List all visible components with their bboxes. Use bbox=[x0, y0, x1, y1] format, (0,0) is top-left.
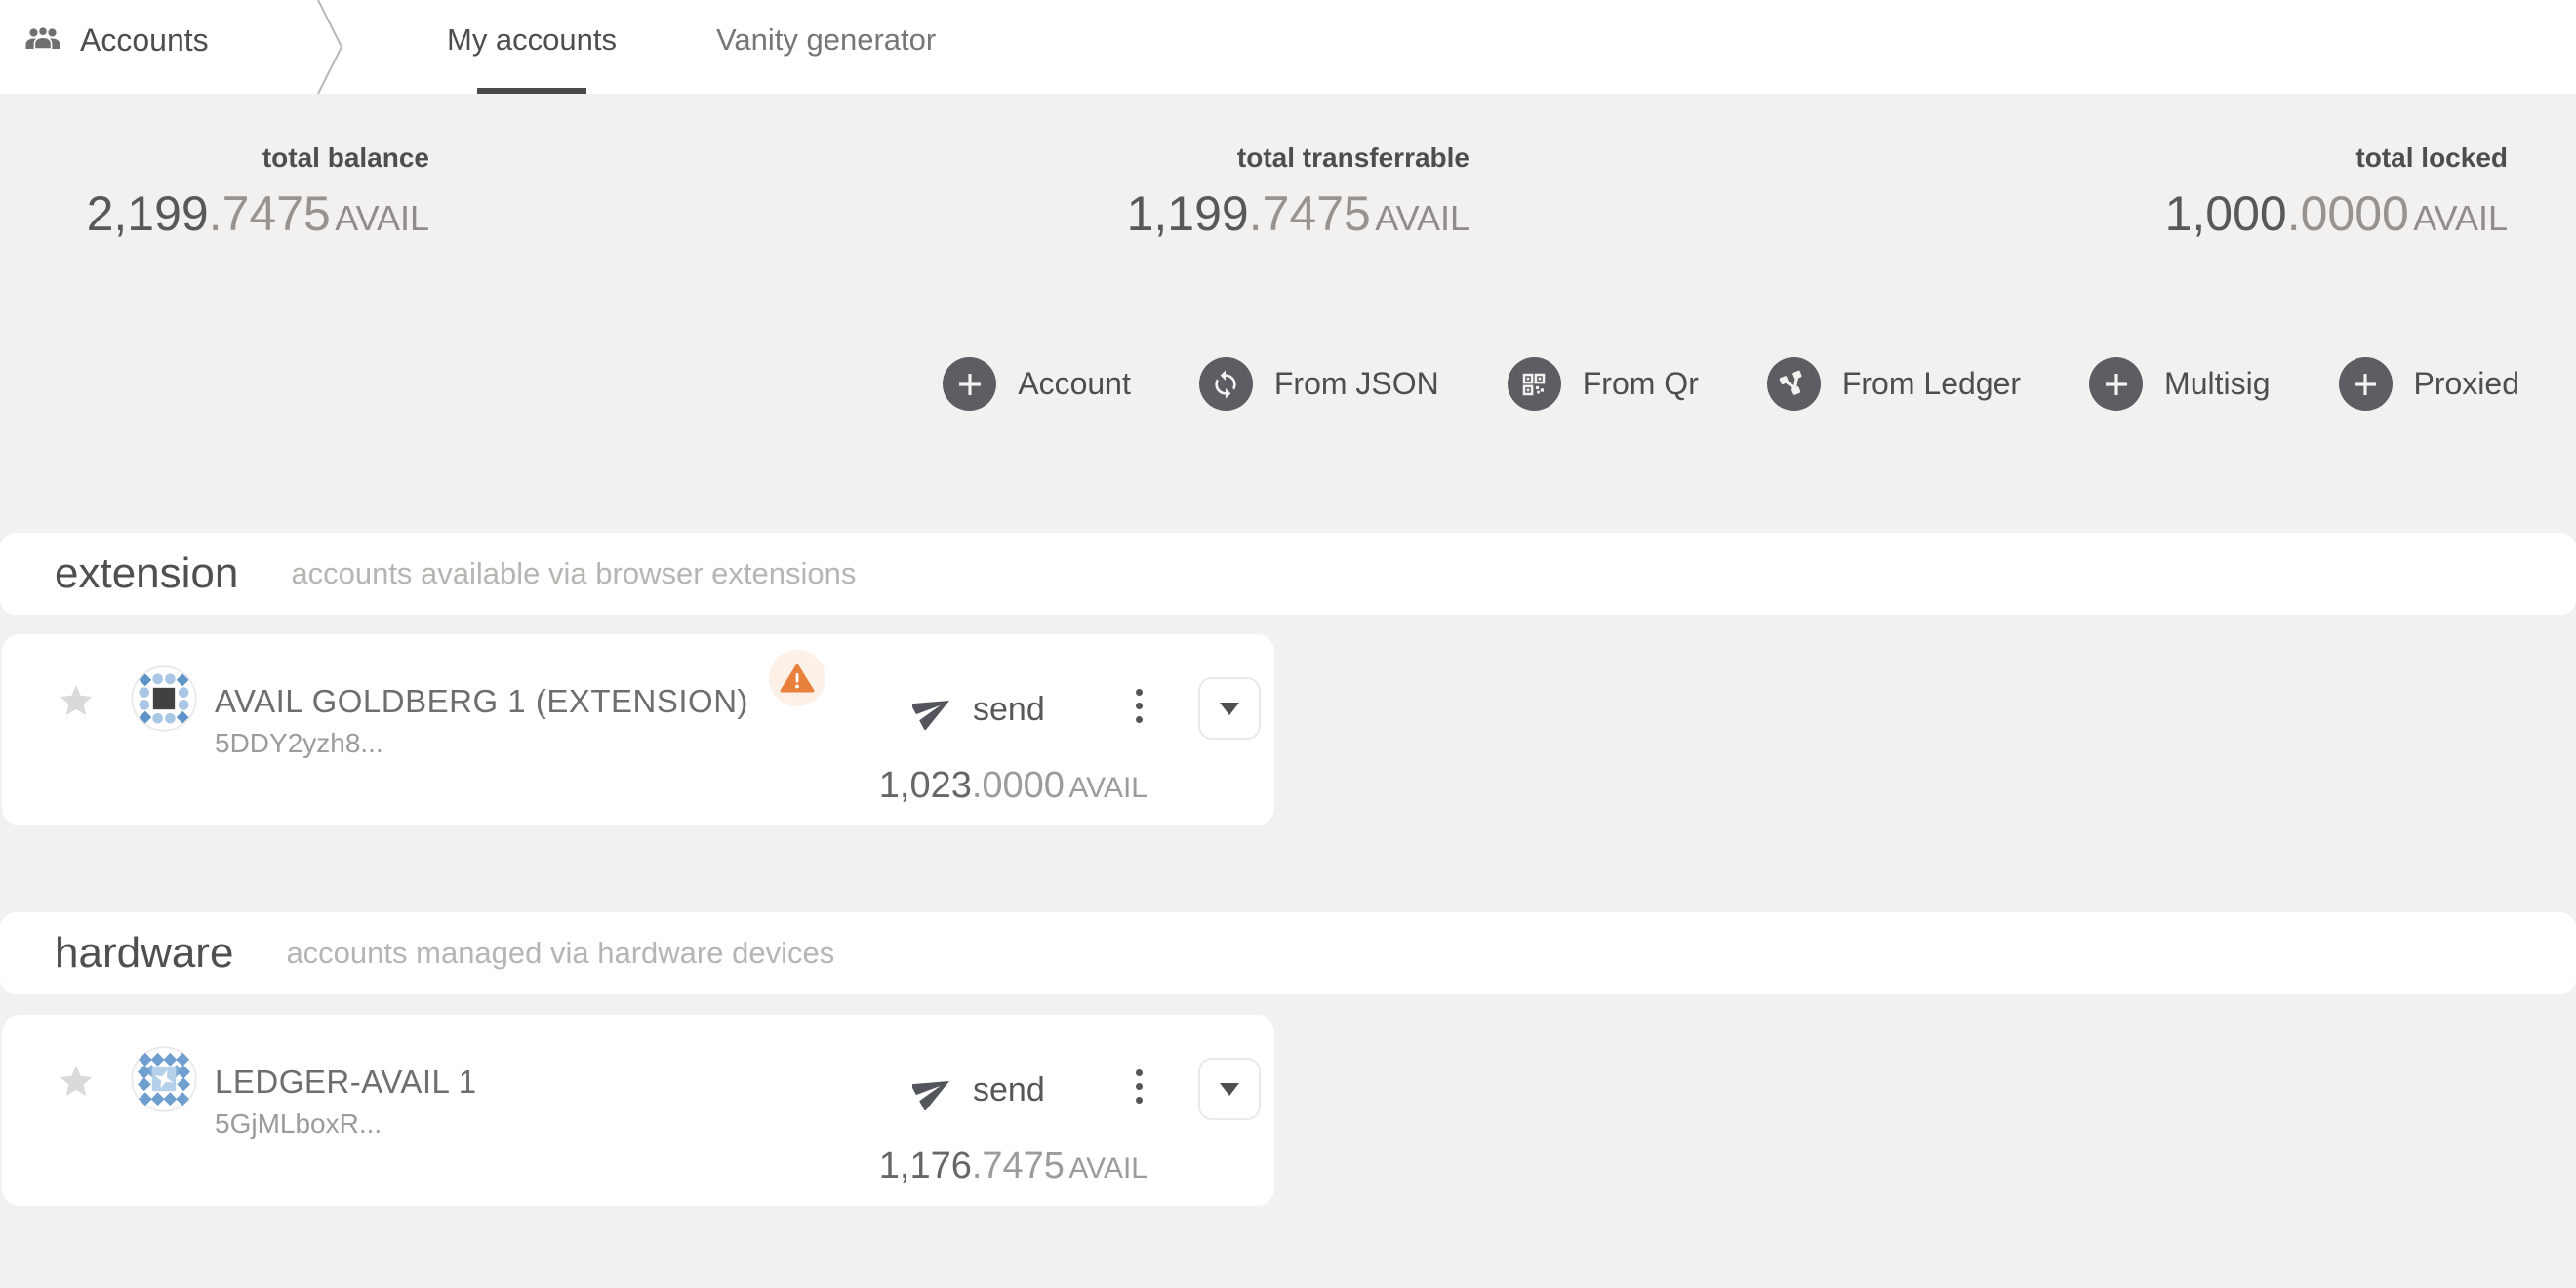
send-button[interactable]: send bbox=[912, 689, 1045, 730]
account-identicon[interactable] bbox=[131, 665, 197, 737]
account-actions: Account From JSON bbox=[0, 357, 2519, 411]
summary-label: total balance bbox=[262, 142, 429, 173]
paper-plane-icon bbox=[912, 700, 949, 730]
nodes-icon bbox=[1766, 357, 1821, 411]
tab-my-accounts[interactable]: My accounts bbox=[447, 0, 617, 94]
add-from-ledger-button[interactable]: From Ledger bbox=[1766, 357, 2022, 411]
chevron-down-icon bbox=[1220, 1082, 1239, 1096]
group-header-extension: extension accounts available via browser… bbox=[0, 533, 2576, 615]
chevron-down-icon bbox=[1220, 702, 1239, 715]
qr-icon bbox=[1507, 357, 1561, 411]
favorite-star-icon[interactable] bbox=[57, 1062, 96, 1106]
group-title: extension bbox=[55, 549, 239, 597]
row-menu-button[interactable] bbox=[1132, 685, 1147, 727]
send-button[interactable]: send bbox=[912, 1069, 1045, 1110]
plus-icon bbox=[943, 357, 997, 411]
paper-plane-icon bbox=[912, 1080, 949, 1110]
account-info: AVAIL GOLDBERG 1 (EXTENSION) 5DDY2yzh8..… bbox=[215, 683, 748, 759]
add-account-button[interactable]: Account bbox=[943, 357, 1131, 411]
summary-value: 1,199.7475 AVAIL bbox=[1126, 186, 1469, 241]
action-label: From Qr bbox=[1582, 366, 1699, 401]
account-identicon[interactable] bbox=[131, 1046, 197, 1117]
account-info: LEDGER-AVAIL 1 5GjMLboxR... bbox=[215, 1064, 477, 1140]
row-menu-button[interactable] bbox=[1132, 1066, 1147, 1107]
favorite-star-icon[interactable] bbox=[57, 681, 96, 725]
group-subtitle: accounts managed via hardware devices bbox=[286, 936, 835, 970]
summary-value: 2,199.7475 AVAIL bbox=[86, 186, 429, 241]
account-address[interactable]: 5DDY2yzh8... bbox=[215, 728, 383, 758]
app-menu-accounts[interactable]: Accounts bbox=[25, 0, 209, 94]
tab-bar: My accounts Vanity generator bbox=[447, 0, 936, 94]
add-from-qr-button[interactable]: From Qr bbox=[1507, 357, 1699, 411]
action-label: From Ledger bbox=[1841, 366, 2022, 401]
account-address[interactable]: 5GjMLboxR... bbox=[215, 1108, 382, 1139]
account-row-hardware: LEDGER-AVAIL 1 5GjMLboxR... send 1,176.7… bbox=[2, 1015, 1274, 1206]
add-multisig-button[interactable]: Multisig bbox=[2089, 357, 2271, 411]
summary-label: total locked bbox=[2355, 142, 2508, 173]
tab-vanity-generator-label: Vanity generator bbox=[716, 22, 937, 57]
users-icon bbox=[25, 26, 60, 50]
summary-value: 1,000.0000 AVAIL bbox=[2164, 186, 2508, 241]
send-label: send bbox=[973, 690, 1045, 728]
summary-total-balance: total balance 2,199.7475 AVAIL bbox=[0, 142, 429, 242]
expand-row-button[interactable] bbox=[1198, 1058, 1261, 1120]
plus-icon bbox=[2338, 357, 2393, 411]
group-header-hardware: hardware accounts managed via hardware d… bbox=[0, 912, 2576, 994]
tab-vanity-generator[interactable]: Vanity generator bbox=[716, 0, 936, 94]
account-name[interactable]: AVAIL GOLDBERG 1 (EXTENSION) bbox=[215, 683, 749, 719]
summary-label: total transferrable bbox=[1236, 142, 1469, 173]
send-label: send bbox=[973, 1070, 1045, 1108]
warning-badge[interactable] bbox=[769, 650, 825, 706]
app-menu-label: Accounts bbox=[80, 21, 209, 58]
action-label: From JSON bbox=[1273, 366, 1439, 401]
expand-row-button[interactable] bbox=[1198, 677, 1261, 740]
breadcrumb-chevron bbox=[317, 0, 343, 94]
active-tab-underline bbox=[477, 88, 586, 94]
account-name[interactable]: LEDGER-AVAIL 1 bbox=[215, 1064, 477, 1100]
balance-summary: total balance 2,199.7475 AVAIL total tra… bbox=[0, 142, 2576, 242]
account-row-extension: AVAIL GOLDBERG 1 (EXTENSION) 5DDY2yzh8..… bbox=[2, 634, 1274, 825]
summary-total-transferrable: total transferrable 1,199.7475 AVAIL bbox=[429, 142, 1469, 242]
action-label: Proxied bbox=[2413, 366, 2520, 401]
summary-total-locked: total locked 1,000.0000 AVAIL bbox=[1469, 142, 2512, 242]
top-bar: Accounts My accounts Vanity generator bbox=[0, 0, 2576, 94]
group-title: hardware bbox=[55, 929, 234, 977]
action-label: Account bbox=[1018, 366, 1131, 401]
add-proxied-button[interactable]: Proxied bbox=[2338, 357, 2520, 411]
account-balance: 1,023.0000 AVAIL bbox=[878, 765, 1147, 806]
restore-json-button[interactable]: From JSON bbox=[1198, 357, 1439, 411]
action-label: Multisig bbox=[2164, 366, 2271, 401]
sync-icon bbox=[1198, 357, 1253, 411]
account-balance: 1,176.7475 AVAIL bbox=[878, 1146, 1147, 1187]
tab-my-accounts-label: My accounts bbox=[447, 22, 618, 57]
plus-icon bbox=[2089, 357, 2144, 411]
group-subtitle: accounts available via browser extension… bbox=[291, 556, 857, 590]
warning-triangle-icon bbox=[780, 664, 815, 693]
